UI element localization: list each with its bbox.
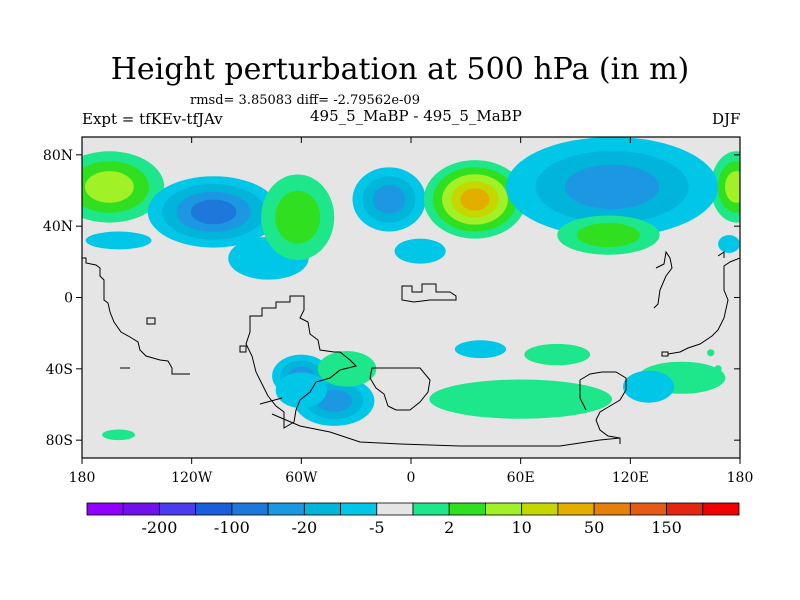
lon-tick-label: 180 (727, 470, 754, 486)
anomaly-contour-fill (623, 370, 675, 403)
colorbar-swatch (485, 502, 523, 516)
coastline-island (146, 317, 156, 325)
colorbar-swatch (122, 502, 160, 516)
anomaly-contour-fill (724, 171, 740, 203)
coastline-asia-east (653, 250, 673, 309)
lon-tick-label: 60W (285, 470, 318, 486)
coastline-east-continent (579, 380, 587, 411)
colorbar-swatch (448, 502, 486, 516)
colorbar-swatch (521, 502, 559, 516)
colorbar-label: 150 (651, 518, 682, 537)
anomaly-contour-fill (454, 340, 507, 359)
longitude-axis: 180 120W 60W 0 60E 120E 180 (69, 137, 754, 486)
anomaly-contour-fill (429, 379, 613, 419)
colorbar-label: 2 (444, 518, 454, 537)
anomaly-contour-fill (714, 365, 722, 373)
anomaly-contour-fill (707, 349, 715, 357)
colorbar: -200 -100 -20 -5 2 10 50 150 (86, 502, 740, 537)
anomaly-contour-fill (576, 223, 640, 248)
anomaly-contour-fill (190, 199, 237, 225)
colorbar-swatch (340, 502, 378, 516)
rmsd-stats: rmsd= 3.85083 diff= -2.79562e-09 (190, 93, 420, 108)
coastline-east-continent (579, 371, 627, 439)
coastline-africa (401, 283, 457, 303)
run-comparison-label: 495_5_MaBP - 495_5_MaBP (310, 107, 522, 125)
anomaly-contour-fill (85, 171, 134, 203)
lat-tick-label: 40S (46, 362, 73, 378)
coastline-island (259, 397, 283, 405)
colorbar-swatch (593, 502, 631, 516)
anomaly-contour-fill (524, 343, 591, 366)
lon-tick-label: 180 (69, 470, 96, 486)
lat-tick-label: 80N (43, 148, 73, 164)
coastline-south-america (245, 295, 357, 429)
colorbar-swatch (86, 502, 124, 516)
coastline-layer (82, 250, 740, 447)
colorbar-swatch (376, 502, 414, 516)
colorbar-label: -200 (141, 518, 177, 537)
colorbar-label: 50 (584, 518, 604, 537)
colorbar-swatch (267, 502, 305, 516)
coastline-asia-east (667, 257, 740, 355)
colorbar-swatch (666, 502, 704, 516)
season-label: DJF (712, 110, 741, 128)
latitude-axis: 80N 40N 0 40S 80S (43, 148, 740, 449)
colorbar-label: -5 (369, 518, 385, 537)
anomaly-contour-fill (275, 372, 327, 409)
experiment-label: Expt = tfKEv-tfJAv (82, 110, 223, 128)
anomaly-contour-fill (275, 190, 321, 244)
anomaly-contour-fill (460, 188, 490, 211)
colorbar-swatch (629, 502, 667, 516)
colorbar-label: 10 (511, 518, 531, 537)
lat-tick-label: 40N (43, 219, 73, 235)
coastline-asia-east (717, 251, 725, 258)
coastline-antarctica (271, 413, 621, 447)
lon-tick-label: 120W (171, 470, 213, 486)
anomaly-contour-fill (372, 185, 406, 214)
anomaly-contour-fill (317, 351, 377, 387)
anomaly-contour-fill (718, 235, 740, 253)
plot-title: Height perturbation at 500 hPa (in m) (110, 52, 690, 87)
colorbar-swatch (159, 502, 197, 516)
coastline-island (239, 345, 247, 353)
contour-fill-layer (82, 137, 740, 441)
coastline-island (661, 351, 669, 357)
lat-tick-label: 80S (46, 433, 73, 449)
colorbar-swatch (303, 502, 341, 516)
lon-tick-label: 120E (612, 470, 649, 486)
colorbar-swatch (702, 502, 740, 516)
lat-tick-label: 0 (64, 291, 73, 307)
anomaly-contour-fill (564, 164, 660, 210)
colorbar-swatch (195, 502, 233, 516)
coastline-americas-north (82, 252, 190, 375)
lon-tick-label: 0 (407, 470, 416, 486)
colorbar-swatch (557, 502, 595, 516)
coastline-africa-south (369, 367, 431, 411)
colorbar-label: -100 (214, 518, 250, 537)
colorbar-label: -20 (291, 518, 317, 537)
colorbar-swatch (412, 502, 450, 516)
anomaly-contour-fill (102, 429, 136, 441)
colorbar-swatch (231, 502, 269, 516)
anomaly-contour-fill (85, 231, 152, 250)
anomaly-contour-fill (394, 238, 446, 264)
lon-tick-label: 60E (507, 470, 535, 486)
